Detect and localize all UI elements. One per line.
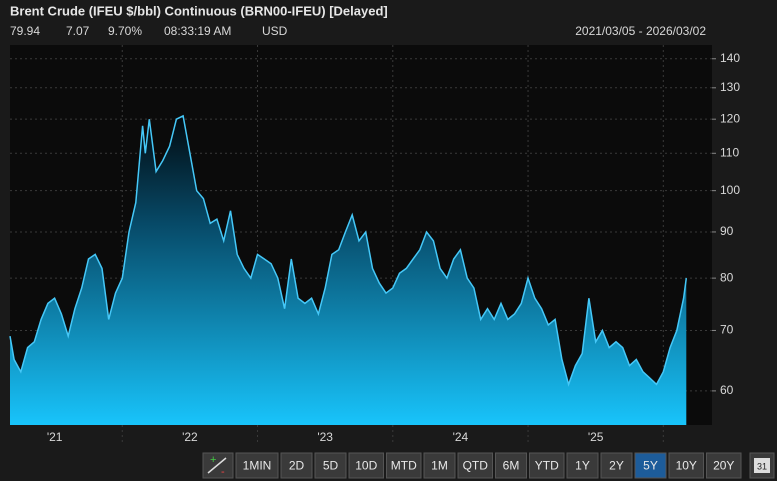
y-tick-label: 90 xyxy=(720,224,734,238)
range-button[interactable] xyxy=(423,452,456,479)
y-tick-label: 80 xyxy=(720,270,734,284)
change: 7.07 xyxy=(66,24,90,38)
y-tick-label: 140 xyxy=(720,51,740,65)
y-tick-label: 130 xyxy=(720,80,740,94)
range-button-label[interactable]: 10Y xyxy=(676,459,697,473)
range-button[interactable] xyxy=(235,452,279,479)
range-button-label[interactable]: QTD xyxy=(463,459,489,473)
pct-change: 9.70% xyxy=(108,24,142,38)
zoom-icon xyxy=(207,457,227,474)
range-button[interactable] xyxy=(529,452,565,479)
range-button-label[interactable]: 2Y xyxy=(609,459,624,473)
calendar-icon xyxy=(754,458,770,473)
x-tick-label: '23 xyxy=(317,430,333,444)
time: 08:33:19 AM xyxy=(164,24,231,38)
x-tick-label: '24 xyxy=(453,430,469,444)
range-button-label[interactable]: 6M xyxy=(503,459,520,473)
x-tick-label: '25 xyxy=(588,430,604,444)
range-button-label[interactable]: MTD xyxy=(391,459,417,473)
zoom-plus: + xyxy=(210,454,216,466)
range-button[interactable] xyxy=(457,452,493,479)
calendar-label[interactable]: 31 xyxy=(757,461,767,471)
title: Brent Crude (IFEU $/bbl) Continuous (BRN… xyxy=(10,3,388,18)
range-button-label[interactable]: 1M xyxy=(431,459,448,473)
range-button[interactable] xyxy=(634,452,667,479)
y-tick-label: 100 xyxy=(720,183,740,197)
range-button[interactable] xyxy=(314,452,347,479)
range-button-label[interactable]: 10D xyxy=(355,459,377,473)
range-button-label[interactable]: 5D xyxy=(323,459,339,473)
y-tick-label: 60 xyxy=(720,383,734,397)
area-fill xyxy=(10,115,687,426)
range-button-label[interactable]: 2D xyxy=(289,459,305,473)
range-button-label[interactable]: YTD xyxy=(535,459,559,473)
range-button[interactable] xyxy=(386,452,422,479)
range-button-label[interactable]: 1MIN xyxy=(243,459,272,473)
x-tick-label: '21 xyxy=(47,430,63,444)
range-button-label[interactable]: 5Y xyxy=(643,459,658,473)
last-price: 79.94 xyxy=(10,24,40,38)
x-tick-label: '22 xyxy=(182,430,198,444)
range-button-label[interactable]: 1Y xyxy=(575,459,590,473)
y-tick-label: 120 xyxy=(720,111,740,125)
y-tick-label: 110 xyxy=(720,145,739,159)
range-button[interactable] xyxy=(706,452,742,479)
range-button-label[interactable]: 20Y xyxy=(713,459,734,473)
date-range: 2021/03/05 - 2026/03/02 xyxy=(575,24,706,38)
range-button[interactable] xyxy=(280,452,313,479)
range-button[interactable] xyxy=(566,452,599,479)
toolbar: +- 1MIN 2D 5D 10D MTD 1M QTD 6M YTD 1Y 2Y 5Y 10Y 20Y 31 xyxy=(202,452,775,479)
currency: USD xyxy=(262,24,288,38)
price-line xyxy=(9,114,688,387)
zoom-minus: - xyxy=(221,466,225,478)
chart: 60 70 80 90 100 110 120 130 140 '21 '22 '23 '24 '25 xyxy=(9,45,740,445)
y-tick-label: 70 xyxy=(720,323,734,337)
range-button[interactable] xyxy=(600,452,633,479)
range-button[interactable] xyxy=(495,452,527,479)
range-button[interactable] xyxy=(348,452,384,479)
range-button[interactable] xyxy=(668,452,704,479)
